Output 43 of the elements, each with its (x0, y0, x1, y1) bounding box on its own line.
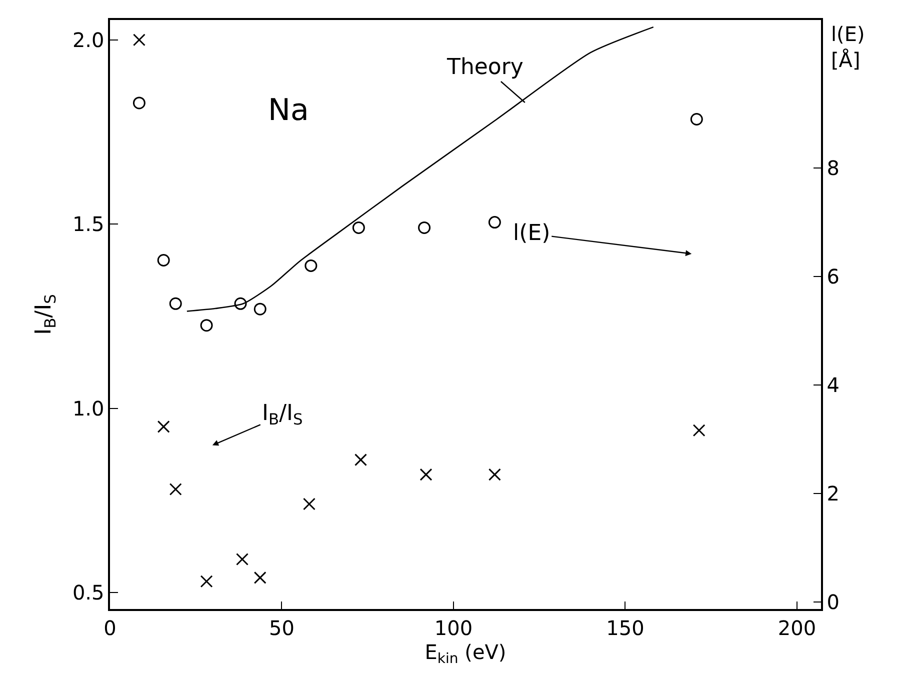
point (418, 221, 431, 234)
point (254, 571, 266, 584)
point (169, 297, 182, 310)
x-tick-label: 50 (269, 616, 294, 640)
point (690, 113, 703, 126)
point (354, 454, 367, 466)
point (200, 575, 213, 588)
x-axis-title: E$_{kin}$ (eV) (424, 640, 506, 667)
point (692, 424, 706, 437)
y-tick-label: 1.0 (72, 396, 104, 420)
y-axis-title: I$_{B}$/I$_{S}$ (262, 401, 303, 429)
y2-tick-label: 2 (826, 481, 840, 506)
line-series (186, 26, 654, 312)
point (488, 468, 501, 481)
x-tick-label: 100 (434, 616, 473, 640)
y-tick-label: 2.0 (72, 28, 104, 52)
y-tick-label: 1.5 (72, 212, 104, 236)
point (169, 483, 182, 496)
y2-tick-label: 6 (826, 264, 840, 289)
y2-tick-label: 0 (826, 590, 840, 614)
point (236, 553, 248, 566)
point (488, 216, 501, 229)
x-tick-label: 0 (104, 616, 116, 640)
y2-tick-label: 4 (826, 373, 840, 398)
annotation: Theory (446, 55, 524, 80)
point (132, 34, 146, 46)
point (234, 297, 247, 310)
x-tick-label: 200 (778, 616, 816, 640)
point (254, 302, 266, 316)
point (157, 420, 170, 433)
y-tick-label: 0.5 (72, 580, 104, 604)
y2-axis-title: l(E) [Å] (831, 22, 865, 72)
point (302, 498, 316, 510)
y2-tick-label: 8 (826, 156, 840, 180)
point (157, 254, 170, 267)
annotation: l(E) (513, 221, 550, 246)
x-tick-label: 150 (606, 616, 644, 640)
point (132, 96, 146, 110)
point (200, 319, 213, 332)
point (352, 221, 365, 234)
point (420, 468, 432, 481)
annotation: Na (268, 93, 309, 128)
point (304, 259, 318, 272)
